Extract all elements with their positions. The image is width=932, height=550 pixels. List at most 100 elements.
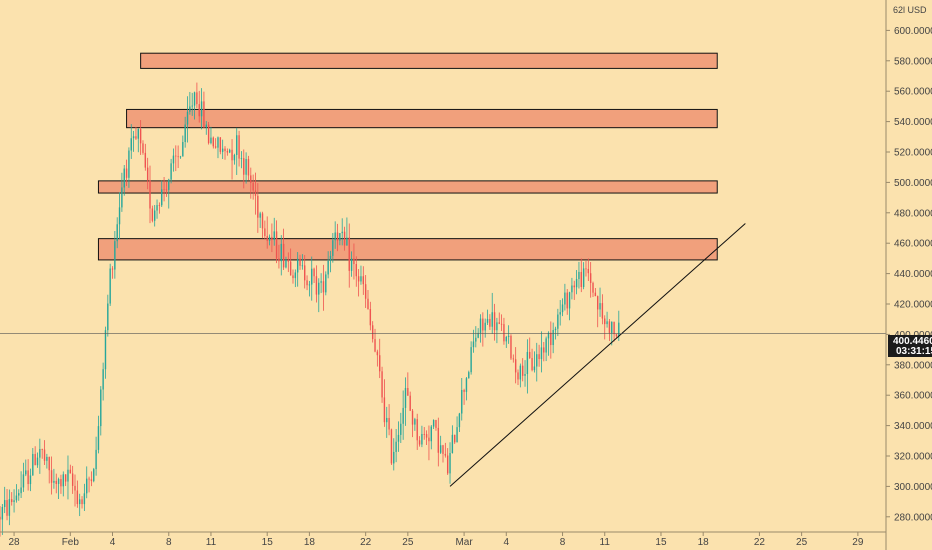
candle-body (573, 285, 575, 288)
candle-body (521, 365, 524, 376)
candle-body (566, 292, 568, 309)
candle-body (329, 255, 332, 261)
candle-body (177, 156, 179, 158)
candle-body (416, 419, 418, 441)
candle-body (198, 104, 200, 117)
time-axis[interactable]: 28 Feb 4 8 11 15 18 22 25 Mar 4 8 11 15 18 22 25 29 (0, 531, 886, 548)
candle-body (594, 292, 597, 297)
candle-body (472, 341, 475, 348)
candle-body (383, 397, 386, 423)
candle-body (526, 351, 529, 375)
candle-body (393, 451, 395, 464)
candle-body (524, 374, 526, 376)
candle-body (503, 324, 505, 342)
x-tick-label: 15 (262, 537, 274, 548)
candle-body (15, 495, 18, 501)
candle-body (191, 105, 193, 107)
candle-body (243, 158, 245, 175)
candle-body (34, 453, 36, 466)
candle-body (55, 480, 57, 484)
candle-body (552, 330, 554, 346)
candle-body (484, 322, 486, 331)
candle-body (571, 285, 573, 293)
candle-body (400, 423, 402, 435)
candle-body (437, 427, 440, 453)
candle-body (268, 236, 271, 241)
candle-body (550, 332, 552, 346)
candle-body (165, 189, 168, 191)
candle-body (292, 275, 294, 279)
candle-body (196, 92, 198, 105)
resistance-zone[interactable] (97, 180, 718, 194)
candle-body (353, 258, 355, 265)
support-trendline[interactable] (449, 223, 746, 487)
candle-body (388, 417, 390, 430)
candle-body (559, 312, 561, 315)
candle-body (407, 388, 409, 396)
candle-body (144, 152, 147, 168)
candle-body (547, 332, 550, 339)
candle-body (533, 366, 536, 371)
x-tick-label: 25 (402, 537, 414, 548)
candle-body (231, 149, 233, 161)
candle-body (618, 322, 620, 337)
candle-body (203, 101, 205, 128)
candle-body (395, 441, 397, 452)
candle-body (39, 449, 41, 458)
resistance-zone[interactable] (140, 52, 718, 69)
candle-body (496, 322, 498, 331)
candle-body (142, 143, 144, 153)
y-tick-label: 460.000000 (894, 239, 932, 250)
candle-body (322, 281, 325, 293)
candle-body (536, 354, 538, 367)
candle-body (57, 479, 60, 484)
candle-body (482, 318, 484, 331)
candle-body (163, 189, 165, 191)
candle-body (1, 507, 4, 520)
candle-body (224, 148, 226, 152)
candle-body (189, 106, 191, 112)
candle-body (238, 135, 240, 159)
candle-body (514, 359, 517, 373)
candle-body (266, 236, 268, 241)
candle-body (221, 148, 224, 152)
candle-body (8, 499, 11, 516)
candle-body (341, 231, 343, 234)
candle-body (236, 135, 238, 155)
candle-body (111, 268, 114, 270)
candle-body (282, 243, 285, 268)
candle-body (210, 137, 212, 144)
candle-body (442, 445, 444, 454)
candle-body (418, 440, 421, 445)
candle-body (348, 237, 350, 271)
candle-body (379, 355, 381, 372)
candle-body (381, 371, 383, 398)
candle-body (360, 276, 362, 282)
candle-body (273, 231, 275, 241)
x-tick-label: Feb (62, 537, 80, 548)
x-tick-label: 11 (206, 537, 217, 548)
candle-body (475, 337, 477, 342)
resistance-zone[interactable] (97, 238, 718, 261)
resistance-zone[interactable] (126, 108, 718, 129)
candle-body (313, 268, 315, 277)
candle-body (109, 268, 111, 304)
candle-body (226, 151, 229, 153)
candle-body (564, 292, 566, 305)
x-tick-label: 22 (754, 537, 766, 548)
candle-body (259, 213, 261, 218)
candle-body (250, 175, 252, 183)
price-axis[interactable]: 62l USD 280.000000 300.000000 320.000000 34… (885, 0, 932, 550)
candle-body (578, 271, 580, 280)
candle-body (261, 213, 264, 229)
candle-body (97, 426, 100, 450)
candle-body (18, 493, 20, 496)
candle-body (425, 434, 428, 438)
candle-body (505, 336, 507, 342)
candle-body (83, 493, 86, 505)
candle-body (587, 268, 590, 274)
y-tick-label: 300.000000 (894, 482, 932, 493)
candle-body (557, 314, 559, 329)
candle-body (615, 334, 618, 337)
